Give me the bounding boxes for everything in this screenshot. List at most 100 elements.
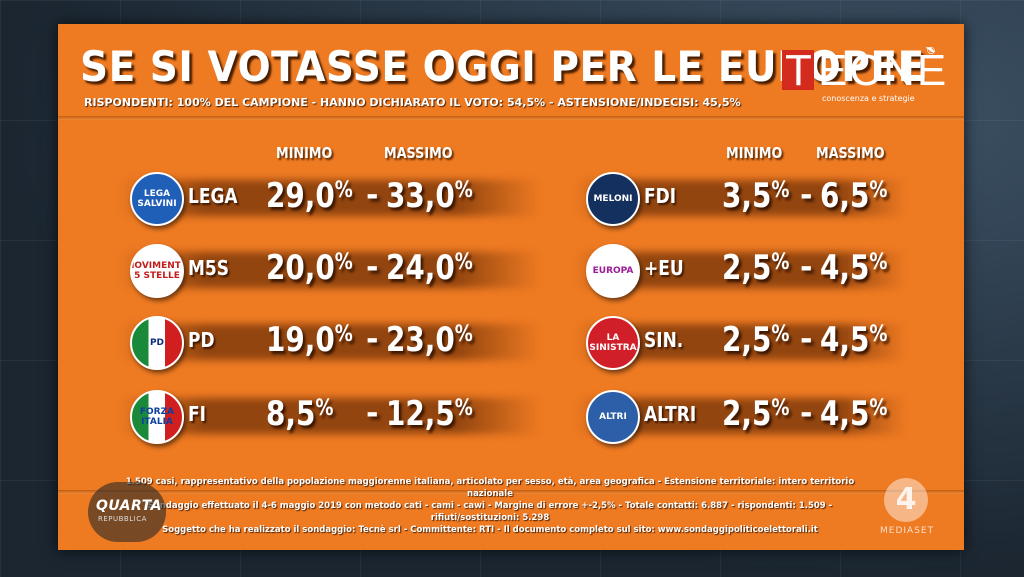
party-logo-text: LA SINISTRA	[589, 333, 637, 353]
show-logo: QUARTA REPUBBLICA	[88, 482, 166, 542]
range-dash: -	[800, 396, 813, 431]
tecne-logo: T ECNÈ ® conoscenza e strategie	[782, 46, 946, 103]
percent-sign: %	[454, 250, 473, 275]
party-name: FI	[188, 402, 206, 426]
range-dash: -	[366, 322, 379, 357]
percent-sign: %	[869, 250, 888, 275]
altri-logo-icon: ALTRI	[586, 390, 640, 444]
min-value-number: 2,5	[722, 320, 772, 360]
registered-mark: ®	[926, 46, 936, 57]
max-value: 24,0%	[386, 248, 473, 288]
percent-sign: %	[334, 178, 353, 203]
fdi-logo-icon: MELONI	[586, 172, 640, 226]
percent-sign: %	[771, 322, 790, 347]
party-logo-text: MOVIMENTO 5 STELLE	[132, 261, 182, 281]
min-value-number: 2,5	[722, 248, 772, 288]
party-name: FDI	[644, 184, 677, 208]
max-value: 12,5%	[386, 394, 473, 434]
table-row: LA SINISTRA SIN. 2,5% -4,5%	[576, 316, 936, 370]
row-shadow	[120, 252, 540, 288]
percent-sign: %	[869, 396, 888, 421]
max-value-number: 23,0	[386, 320, 455, 360]
min-value: 3,5%	[722, 176, 789, 216]
percent-sign: %	[334, 322, 353, 347]
left-col-min-header: MINIMO	[276, 144, 333, 162]
min-value-number: 2,5	[722, 394, 772, 434]
sinistra-logo-icon: LA SINISTRA	[586, 316, 640, 370]
show-title: QUARTA	[96, 498, 162, 514]
table-row: PD PD 19,0% -23,0%	[120, 316, 570, 370]
percent-sign: %	[771, 250, 790, 275]
piu-europa-logo-icon: EUROPA	[586, 244, 640, 298]
network-logo: 4 MEDIASET	[880, 478, 936, 542]
percent-sign: %	[869, 178, 888, 203]
max-value: 4,5%	[820, 320, 887, 360]
party-logo-text: ALTRI	[599, 412, 627, 422]
max-value-number: 24,0	[386, 248, 455, 288]
percent-sign: %	[869, 322, 888, 347]
percent-sign: %	[334, 250, 353, 275]
range-dash: -	[366, 396, 379, 431]
header-divider	[58, 116, 964, 120]
max-value: 4,5%	[820, 394, 887, 434]
lega-logo-icon: LEGA SALVINI	[130, 172, 184, 226]
party-name: ALTRI	[644, 402, 697, 426]
percent-sign: %	[771, 178, 790, 203]
min-value: 20,0%	[266, 248, 353, 288]
table-row: ALTRI ALTRI 2,5% -4,5%	[576, 390, 936, 444]
party-name: PD	[188, 328, 215, 352]
party-logo-text: PD	[149, 338, 165, 348]
methodology-line-1: 1.509 casi, rappresentativo della popola…	[125, 477, 855, 499]
min-value-number: 3,5	[722, 176, 772, 216]
right-col-min-header: MINIMO	[726, 144, 783, 162]
tecne-logo-text: ECNÈ	[818, 46, 949, 95]
network-name: MEDIASET	[880, 526, 935, 536]
party-logo-text: MELONI	[593, 194, 633, 204]
methodology-line-3: Soggetto che ha realizzato il sondaggio:…	[162, 525, 818, 535]
page-subtitle: RISPONDENTI: 100% DEL CAMPIONE - HANNO D…	[84, 96, 741, 109]
max-value-number: 4,5	[820, 394, 870, 434]
party-name: SIN.	[644, 328, 684, 352]
table-row: MELONI FDI 3,5% -6,5%	[576, 172, 936, 226]
party-logo-text: EUROPA	[592, 266, 634, 276]
percent-sign: %	[315, 396, 334, 421]
right-col-max-header: MASSIMO	[816, 144, 885, 162]
range-dash: -	[800, 178, 813, 213]
party-name: LEGA	[188, 184, 238, 208]
pd-logo-icon: PD	[130, 316, 184, 370]
methodology-note: 1.509 casi, rappresentativo della popola…	[110, 476, 870, 536]
party-name: +EU	[644, 256, 684, 280]
poll-panel: SE SI VOTASSE OGGI PER LE EUROPEE RISPON…	[58, 24, 964, 550]
table-row: LEGA SALVINI LEGA 29,0% -33,0%	[120, 172, 570, 226]
row-shadow	[120, 398, 540, 434]
max-value: 6,5%	[820, 176, 887, 216]
fi-logo-icon: FORZA ITALIA	[130, 390, 184, 444]
tecne-logo-mark	[782, 50, 814, 90]
percent-sign: %	[454, 322, 473, 347]
min-value: 2,5%	[722, 248, 789, 288]
min-value: 19,0%	[266, 320, 353, 360]
min-value-number: 29,0	[266, 176, 335, 216]
min-value-number: 8,5	[266, 394, 316, 434]
party-logo-text: LEGA SALVINI	[137, 189, 177, 209]
network-number: 4	[884, 478, 928, 522]
max-value-number: 4,5	[820, 248, 870, 288]
min-value-number: 20,0	[266, 248, 335, 288]
show-subtitle: REPUBBLICA	[98, 515, 147, 523]
m5s-logo-icon: MOVIMENTO 5 STELLE	[130, 244, 184, 298]
range-dash: -	[366, 250, 379, 285]
max-value-number: 4,5	[820, 320, 870, 360]
table-row: EUROPA +EU 2,5% -4,5%	[576, 244, 936, 298]
min-value: 2,5%	[722, 320, 789, 360]
max-value-number: 12,5	[386, 394, 455, 434]
min-value-number: 19,0	[266, 320, 335, 360]
footer-divider	[58, 490, 964, 494]
max-value-number: 33,0	[386, 176, 455, 216]
row-shadow	[120, 180, 540, 216]
max-value: 33,0%	[386, 176, 473, 216]
max-value: 4,5%	[820, 248, 887, 288]
tecne-tagline: conoscenza e strategie	[822, 94, 915, 103]
table-row: FORZA ITALIA FI 8,5% -12,5%	[120, 390, 570, 444]
party-name: M5S	[188, 256, 229, 280]
